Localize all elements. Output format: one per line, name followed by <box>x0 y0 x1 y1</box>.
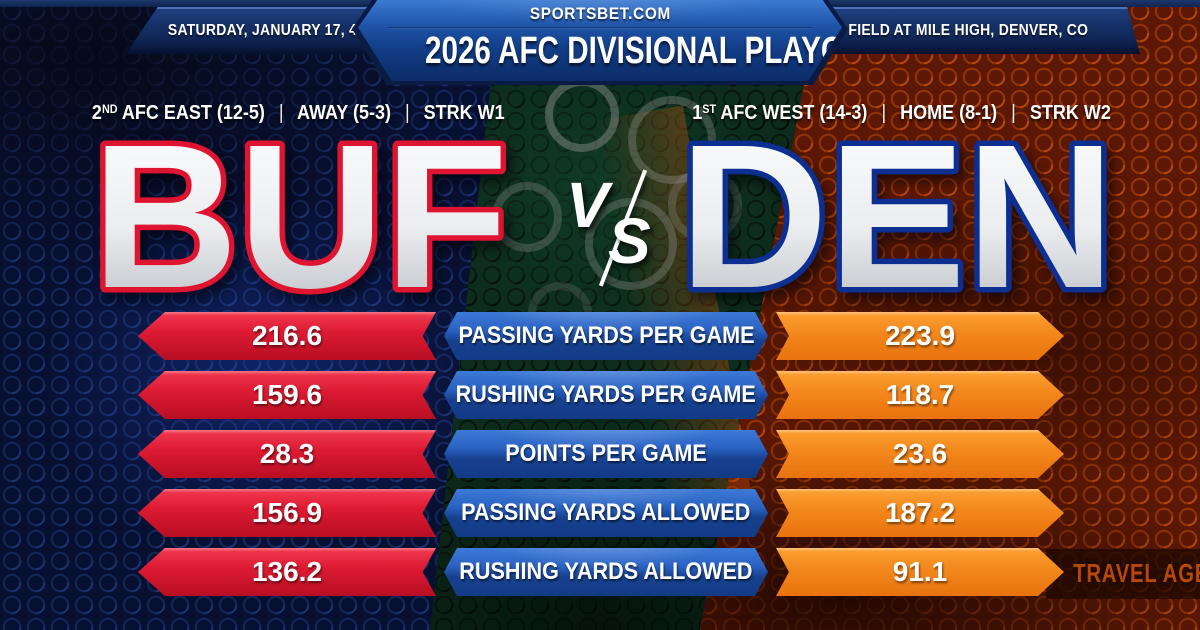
away-stat-banner: 156.9 <box>138 489 436 537</box>
home-team-info: 1ST AFC WEST (14-3) | HOME (8-1) | STRK … <box>662 102 1142 125</box>
stat-label-banner: RUSHING YARDS ALLOWED <box>444 548 768 596</box>
separator: | <box>1011 102 1017 124</box>
stat-row-passing-yards: 216.6 PASSING YARDS PER GAME 223.9 <box>0 312 1200 360</box>
watermark-strip <box>1046 549 1200 599</box>
stat-label-banner: RUSHING YARDS PER GAME <box>444 371 768 419</box>
away-venue-record: AWAY (5-3) <box>296 102 391 124</box>
ring-decoration <box>628 96 716 184</box>
stat-label: PASSING YARDS ALLOWED <box>461 499 751 526</box>
stat-row-points: 28.3 POINTS PER GAME 23.6 <box>0 430 1200 478</box>
away-team-abbr: BUF <box>92 122 508 300</box>
home-stat-value: 118.7 <box>885 379 955 410</box>
ring-decoration <box>545 78 619 152</box>
away-stat-value: 216.6 <box>251 320 323 351</box>
away-stat-value: 159.6 <box>251 379 323 410</box>
home-seed-suffix: ST <box>702 102 717 116</box>
home-venue-record: HOME (8-1) <box>900 102 998 124</box>
stat-label-banner: PASSING YARDS PER GAME <box>444 312 768 360</box>
away-seed-suffix: ND <box>101 102 118 116</box>
separator: | <box>881 102 887 124</box>
ring-decoration <box>668 168 742 242</box>
home-stat-banner: 187.2 <box>776 489 1064 537</box>
home-stat-value: 91.1 <box>892 556 948 587</box>
venue-text: EMPOWER FIELD AT MILE HIGH, DENVER, CO <box>768 21 1088 39</box>
ring-decoration <box>492 182 562 252</box>
away-team-info: 2ND AFC EAST (12-5) | AWAY (5-3) | STRK … <box>58 102 538 125</box>
home-stat-banner: 118.7 <box>776 371 1064 419</box>
stat-label: RUSHING YARDS ALLOWED <box>459 558 753 585</box>
versus-v: V <box>566 169 609 241</box>
away-team-abbr-graphic: BUF <box>87 122 514 300</box>
away-stat-banner: 216.6 <box>138 312 436 360</box>
away-stat-value: 136.2 <box>251 556 323 587</box>
away-stat-value: 156.9 <box>251 497 323 528</box>
home-division-record: AFC WEST (14-3) <box>720 102 868 124</box>
home-stat-value: 23.6 <box>892 438 948 469</box>
away-stat-banner: 136.2 <box>138 548 436 596</box>
stat-label-banner: POINTS PER GAME <box>444 430 768 478</box>
watermark-label: TRAVEL AGENT <box>1073 558 1200 588</box>
stat-row-rushing-yards: 159.6 RUSHING YARDS PER GAME 118.7 <box>0 371 1200 419</box>
event-title: 2026 AFC DIVISIONAL PLAYOFFS <box>358 30 842 73</box>
home-stat-banner: 91.1 <box>776 548 1064 596</box>
away-stat-banner: 159.6 <box>138 371 436 419</box>
home-stat-value: 223.9 <box>884 320 956 351</box>
away-stat-value: 28.3 <box>259 438 315 469</box>
away-division-record: AFC EAST (12-5) <box>121 102 265 124</box>
stat-label-banner: PASSING YARDS ALLOWED <box>444 489 768 537</box>
sportsbook-brand-text: SPORTSBET.COM <box>529 4 671 23</box>
stat-label: RUSHING YARDS PER GAME <box>455 381 757 408</box>
home-team-abbr-graphic: DEN <box>674 122 1121 300</box>
event-title-text: 2026 AFC DIVISIONAL PLAYOFFS <box>424 30 900 72</box>
separator: | <box>404 102 410 124</box>
banner-seam <box>387 27 813 29</box>
home-stat-value: 187.2 <box>884 497 956 528</box>
sportsbook-brand: SPORTSBET.COM <box>358 4 842 24</box>
home-seed: 1 <box>692 102 703 124</box>
away-streak: STRK W1 <box>423 102 505 124</box>
home-team-abbr: DEN <box>679 122 1115 300</box>
stat-row-passing-allowed: 156.9 PASSING YARDS ALLOWED 187.2 <box>0 489 1200 537</box>
watermark-text: TRAVEL AGENT <box>1050 558 1200 589</box>
away-team-info-text: 2ND AFC EAST (12-5) | AWAY (5-3) | STRK … <box>92 102 505 125</box>
away-seed: 2 <box>91 102 102 124</box>
away-stat-banner: 28.3 <box>138 430 436 478</box>
home-streak: STRK W2 <box>1030 102 1112 124</box>
home-stat-banner: 23.6 <box>776 430 1064 478</box>
stat-row-rushing-allowed: 136.2 RUSHING YARDS ALLOWED 91.1 <box>0 548 1200 596</box>
separator: | <box>278 102 284 124</box>
home-stat-banner: 223.9 <box>776 312 1064 360</box>
stat-label: POINTS PER GAME <box>505 440 707 467</box>
home-team-info-text: 1ST AFC WEST (14-3) | HOME (8-1) | STRK … <box>693 102 1112 125</box>
versus-s: S <box>608 205 651 277</box>
stat-label: PASSING YARDS PER GAME <box>457 322 755 349</box>
title-banner: SPORTSBET.COM 2026 AFC DIVISIONAL PLAYOF… <box>358 0 842 81</box>
